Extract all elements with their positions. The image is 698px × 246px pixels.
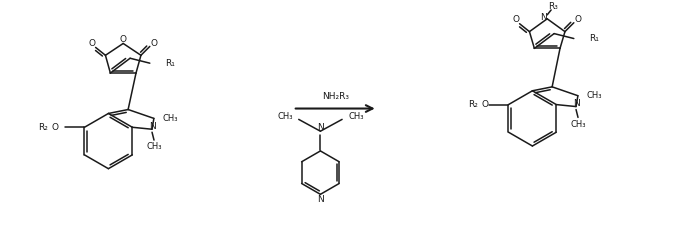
Text: O: O [52, 123, 59, 132]
Text: O: O [512, 15, 519, 24]
Text: O: O [88, 39, 95, 48]
Text: R₁: R₁ [590, 34, 600, 43]
Text: R₁: R₁ [165, 59, 175, 68]
Text: CH₃: CH₃ [570, 120, 586, 129]
Text: CH₃: CH₃ [348, 112, 364, 121]
Text: CH₃: CH₃ [277, 112, 292, 121]
Text: R₃: R₃ [548, 2, 558, 12]
Text: R₂: R₂ [468, 100, 478, 109]
Text: N: N [317, 123, 324, 132]
Text: CH₃: CH₃ [147, 142, 162, 152]
Text: CH₃: CH₃ [587, 91, 602, 100]
Text: O: O [150, 39, 157, 48]
Text: O: O [482, 100, 489, 109]
Text: N: N [317, 195, 324, 204]
Text: N: N [540, 13, 547, 22]
Text: N: N [572, 99, 579, 108]
Text: NH₂R₃: NH₂R₃ [322, 92, 349, 101]
Text: R₂: R₂ [38, 123, 48, 132]
Text: O: O [119, 35, 127, 44]
Text: N: N [149, 122, 156, 131]
Text: CH₃: CH₃ [163, 114, 179, 123]
Text: O: O [574, 15, 581, 24]
